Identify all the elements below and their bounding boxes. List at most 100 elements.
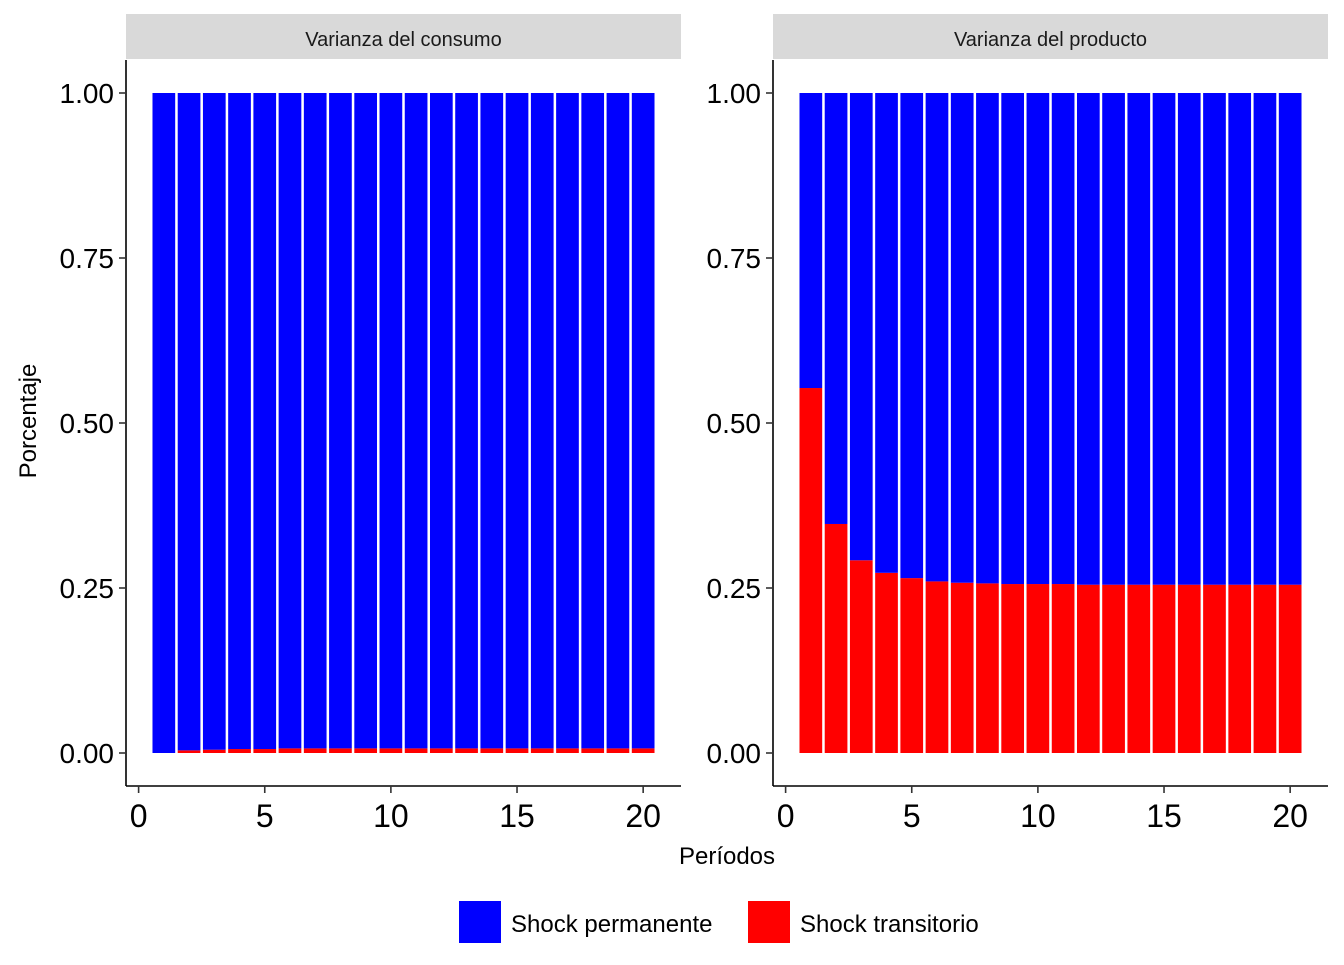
x-tick-label: 5 [256,798,274,834]
bar-permanent-7 [303,93,327,749]
bar-permanent-12 [429,93,453,749]
panel-2: Varianza del producto 0.00 0.25 0.50 0.75 1.0… [707,14,1328,834]
bar-transitory-7 [303,748,327,753]
bar-permanent-18 [581,93,605,749]
bar-transitory-6 [925,581,949,753]
bar-permanent-5 [253,93,277,750]
bar-transitory-9 [354,748,378,753]
bar-transitory-12 [429,748,453,753]
bar-transitory-18 [581,748,605,753]
bar-transitory-13 [1102,584,1125,753]
facet-strip [773,14,1328,59]
bar-permanent-4 [228,93,251,750]
bar-transitory-6 [278,748,302,753]
legend-key-transitory [748,901,790,943]
y-tick-label: 0.50 [707,408,762,439]
bar-permanent-7 [950,93,974,583]
bar-permanent-1 [152,93,176,753]
bar-transitory-5 [900,578,924,753]
y-tick-label: 0.00 [60,738,115,769]
bar-transitory-15 [1152,584,1176,753]
bar-permanent-1 [799,93,823,389]
facet-title: Varianza del consumo [305,29,501,51]
bar-permanent-20 [1278,93,1302,585]
bar-transitory-8 [976,583,999,753]
bar-permanent-6 [278,93,302,749]
panels: Varianza del consumo 0.00 0.25 0.50 0.75 1.00… [60,14,1328,834]
bar-transitory-12 [1076,584,1100,753]
bar-permanent-5 [900,93,924,579]
bar-transitory-17 [1203,584,1226,753]
bar-transitory-17 [556,748,579,753]
bar-transitory-13 [455,748,478,753]
y-tick-label: 1.00 [60,78,115,109]
bar-permanent-8 [976,93,999,584]
bar-transitory-16 [530,748,554,753]
bar-transitory-8 [329,748,352,753]
bar-permanent-15 [505,93,529,749]
bar-transitory-11 [1051,584,1075,753]
bar-permanent-2 [824,93,848,524]
bar-permanent-3 [849,93,873,561]
y-axis-label: Porcentaje [15,364,42,479]
y-tick-label: 0.75 [707,243,762,274]
x-tick-label: 0 [130,798,148,834]
bar-permanent-3 [202,93,226,750]
bar-permanent-16 [1177,93,1201,585]
bar-permanent-13 [455,93,478,749]
bar-transitory-14 [480,748,504,753]
x-tick-label: 10 [1020,798,1056,834]
x-tick-label: 0 [777,798,795,834]
y-tick-label: 0.00 [707,738,762,769]
bar-permanent-12 [1076,93,1100,585]
bar-permanent-9 [354,93,378,749]
bar-transitory-18 [1228,584,1252,753]
bar-transitory-1 [799,388,823,753]
bar-transitory-2 [177,750,201,753]
bar-permanent-20 [631,93,655,749]
bar-transitory-3 [849,560,873,753]
bar-transitory-20 [1278,584,1302,753]
legend: Shock permanente Shock transitorio [459,901,979,943]
bar-permanent-10 [1026,93,1050,585]
bar-permanent-19 [1253,93,1277,585]
bar-permanent-4 [875,93,898,573]
facet-title: Varianza del producto [954,29,1147,51]
x-tick-label: 20 [1272,798,1308,834]
bar-transitory-4 [875,572,898,753]
bar-transitory-19 [606,748,630,753]
bar-permanent-14 [1127,93,1151,585]
x-axis-label: Períodos [679,843,775,870]
x-tick-label: 20 [625,798,661,834]
bar-permanent-8 [329,93,352,749]
bar-permanent-6 [925,93,949,582]
bar-transitory-16 [1177,584,1201,753]
x-tick-label: 5 [903,798,921,834]
bar-transitory-7 [950,582,974,753]
bar-transitory-19 [1253,584,1277,753]
bar-transitory-10 [1026,584,1050,753]
bar-permanent-13 [1102,93,1125,585]
bar-transitory-3 [202,749,226,753]
legend-label-permanent: Shock permanente [511,911,712,938]
y-tick-label: 0.25 [707,573,762,604]
bar-permanent-17 [1203,93,1226,585]
y-tick-label: 1.00 [707,78,762,109]
bar-permanent-18 [1228,93,1252,585]
bar-permanent-19 [606,93,630,749]
bar-transitory-15 [505,748,529,753]
bar-transitory-5 [253,749,277,753]
bar-permanent-17 [556,93,579,749]
bar-transitory-20 [631,748,655,753]
bar-transitory-9 [1001,584,1025,753]
legend-label-transitory: Shock transitorio [800,911,979,938]
y-tick-label: 0.75 [60,243,115,274]
bar-transitory-2 [824,523,848,753]
bar-permanent-9 [1001,93,1025,585]
bar-transitory-14 [1127,584,1151,753]
bar-transitory-4 [228,749,251,753]
x-tick-label: 15 [1146,798,1182,834]
y-tick-label: 0.50 [60,408,115,439]
bar-permanent-11 [404,93,428,749]
